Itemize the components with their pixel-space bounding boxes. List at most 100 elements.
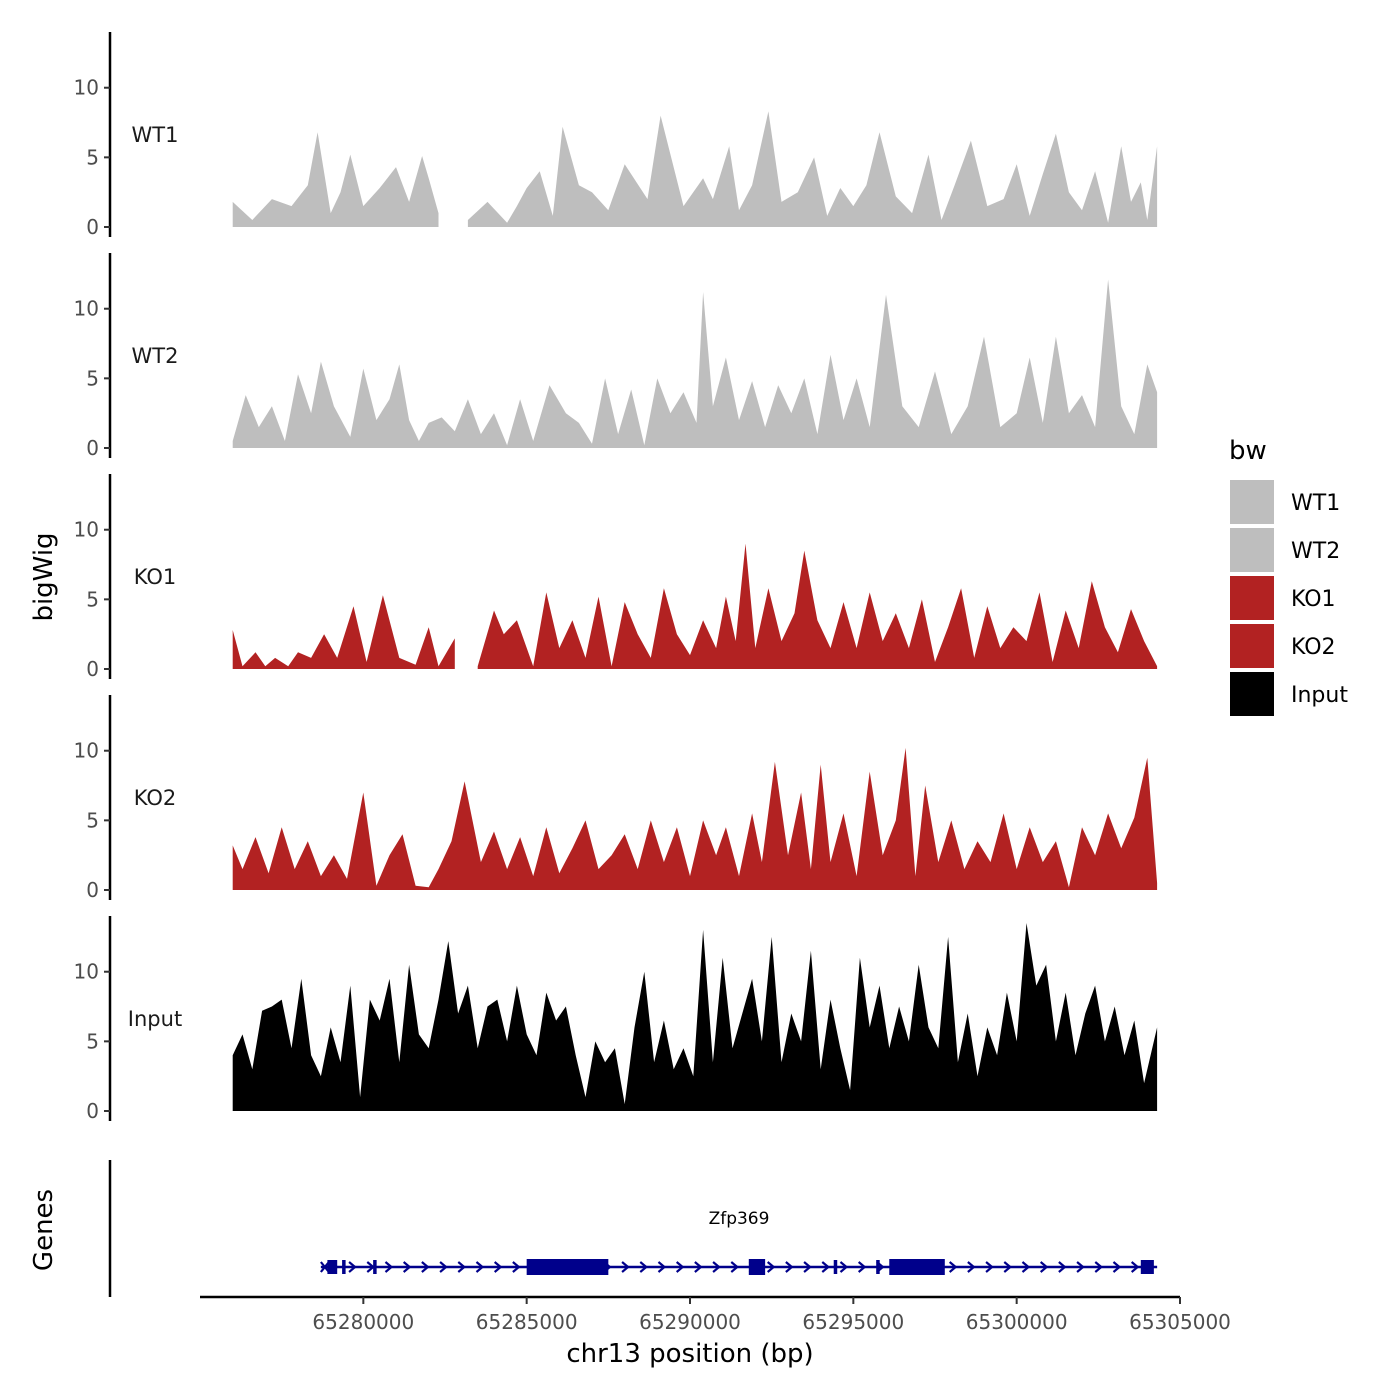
y-tick-label: 10 [74,960,99,984]
track-input-area-0 [232,923,1158,1111]
x-tick-label: 65280000 [312,1310,414,1334]
strand-arrow-icon [821,1261,830,1273]
strand-arrow-icon [694,1261,703,1273]
track-label-input: Input [128,1007,182,1031]
strand-arrow-icon [621,1261,630,1273]
legend-label-wt2: WT2 [1291,539,1340,564]
track-wt2: 0 5 10 WT2 [74,253,1158,460]
strand-arrow-icon [421,1261,430,1273]
strand-arrow-icon [1130,1261,1140,1273]
track-label-wt2: WT2 [132,344,179,368]
tracks-layer: 0 5 10 WT1 0 5 10 WT2 0 5 10 KO1 0 5 10 KO2 0 5 10 Input [74,32,1158,1123]
strand-arrow-icon [675,1261,685,1273]
strand-arrow-icon [1003,1261,1012,1273]
strand-arrow-icon [1058,1261,1067,1273]
legend-key-input [1230,672,1274,716]
legend-key-wt2 [1230,528,1274,572]
gene-name-label: Zfp369 [709,1209,770,1229]
y-tick-label: 0 [86,657,99,681]
legend-key-ko1 [1230,576,1274,620]
y-tick-label: 5 [86,145,99,169]
gene-exon-8 [1140,1260,1154,1274]
strand-arrow-icon [657,1261,667,1273]
legend-title: bw [1229,436,1267,466]
strand-arrow-icon [493,1261,503,1273]
legend-label-ko2: KO2 [1291,635,1336,660]
y-tick-label: 5 [86,587,99,611]
strand-arrow-icon [712,1261,721,1273]
track-label-ko1: KO1 [134,565,177,589]
track-label-ko2: KO2 [134,786,177,810]
legend-label-ko1: KO1 [1291,587,1336,612]
strand-arrow-icon [639,1261,648,1273]
strand-arrow-icon [1076,1261,1085,1273]
gene-exon-2 [373,1260,377,1274]
strand-arrow-icon [1094,1261,1103,1273]
strand-arrow-icon [985,1261,994,1273]
track-ko1-area-0 [232,595,455,669]
y-tick-label: 10 [74,297,99,321]
strand-arrow-icon [839,1261,849,1273]
strand-arrow-icon [1039,1261,1049,1273]
strand-arrow-icon [1021,1261,1031,1273]
strand-arrow-icon [475,1261,485,1273]
track-ko1: 0 5 10 KO1 [74,474,1158,681]
y-tick-label: 5 [86,1029,99,1053]
track-ko1-area-1 [477,543,1158,669]
track-ko2-area-0 [232,747,1158,890]
gene-exon-0 [327,1260,338,1274]
y-tick-label: 0 [86,1099,99,1123]
track-label-wt1: WT1 [132,123,179,147]
strand-arrow-icon [439,1261,448,1273]
strand-arrow-icon [803,1261,812,1273]
x-tick-label: 65295000 [802,1310,904,1334]
strand-arrow-icon [512,1261,521,1273]
gene-exon-1 [342,1260,346,1274]
y-tick-label: 0 [86,215,99,239]
legend-label-input: Input [1291,683,1348,708]
gene-exon-6 [876,1260,880,1274]
gene-exon-5 [833,1260,838,1274]
x-tick-label: 65300000 [966,1310,1068,1334]
strand-arrow-icon [857,1261,867,1273]
legend-key-ko2 [1230,624,1274,668]
x-tick-label: 65285000 [476,1310,578,1334]
x-tick-label: 65290000 [639,1310,741,1334]
y-tick-label: 5 [86,808,99,832]
legend: bw WT1 WT2 KO1 KO2 Input [1229,436,1348,716]
track-ko2: 0 5 10 KO2 [74,695,1158,902]
track-wt2-area-0 [232,279,1158,448]
gene-exon-7 [889,1259,945,1275]
legend-label-wt1: WT1 [1291,491,1340,516]
track-input: 0 5 10 Input [74,916,1158,1123]
y-tick-label: 0 [86,878,99,902]
strand-arrow-icon [348,1261,357,1273]
track-wt1-area-0 [232,132,439,227]
x-tick-label: 65305000 [1129,1310,1231,1334]
track-wt1-area-1 [467,111,1158,227]
strand-arrow-icon [785,1261,794,1273]
strand-arrow-icon [730,1261,739,1273]
strand-arrow-icon [967,1261,976,1273]
gene-exon-4 [748,1259,766,1275]
y-tick-label: 5 [86,366,99,390]
gene-exon-3 [526,1259,609,1275]
strand-arrow-icon [766,1261,776,1273]
y-tick-label: 10 [74,739,99,763]
y-tick-label: 10 [74,518,99,542]
genes-track-label: Genes [29,1189,59,1271]
track-wt1: 0 5 10 WT1 [74,32,1158,239]
x-axis-title: chr13 position (bp) [566,1339,813,1369]
strand-arrow-icon [457,1261,466,1273]
x-axis: chr13 position (bp) 65280000 65285000 6529… [200,1295,1231,1369]
y-axis-title: bigWig [29,532,59,621]
y-tick-label: 10 [74,76,99,100]
strand-arrow-icon [402,1261,412,1273]
strand-arrow-icon [948,1261,958,1273]
strand-arrow-icon [384,1261,394,1273]
y-tick-label: 0 [86,436,99,460]
strand-arrow-icon [1112,1261,1122,1273]
legend-key-wt1 [1230,480,1274,524]
genes-track: Genes Zfp369 [29,1160,1158,1297]
